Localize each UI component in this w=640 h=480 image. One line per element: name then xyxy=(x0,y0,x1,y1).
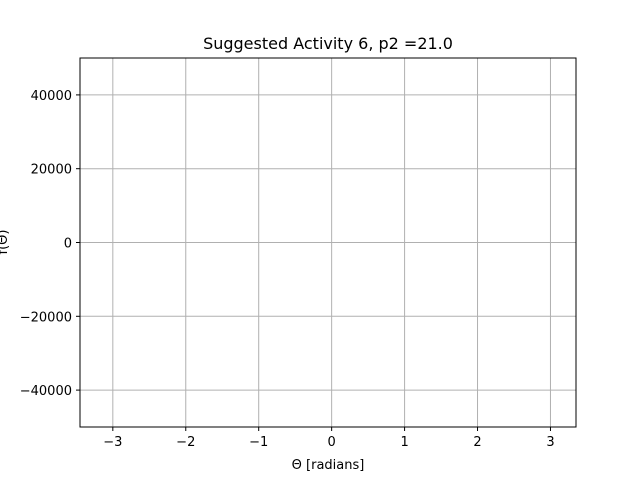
x-tick-label: 0 xyxy=(328,435,336,450)
y-tick-label: 40000 xyxy=(31,89,72,104)
x-tick-label: 3 xyxy=(546,435,554,450)
y-tick-label: −40000 xyxy=(20,384,72,399)
x-axis-label: Θ [radians] xyxy=(292,458,365,473)
y-axis-label: f(Θ) xyxy=(0,230,11,255)
x-tick-label: −3 xyxy=(103,435,122,450)
chart-title: Suggested Activity 6, p2 =21.0 xyxy=(203,34,453,53)
y-tick-label: −20000 xyxy=(20,310,72,325)
x-tick-label: −1 xyxy=(249,435,268,450)
x-tick-label: 1 xyxy=(400,435,408,450)
x-tick-label: 2 xyxy=(473,435,481,450)
y-tick-label: 0 xyxy=(64,237,72,252)
x-tick-label: −2 xyxy=(176,435,195,450)
y-tick-label: 20000 xyxy=(31,163,72,178)
